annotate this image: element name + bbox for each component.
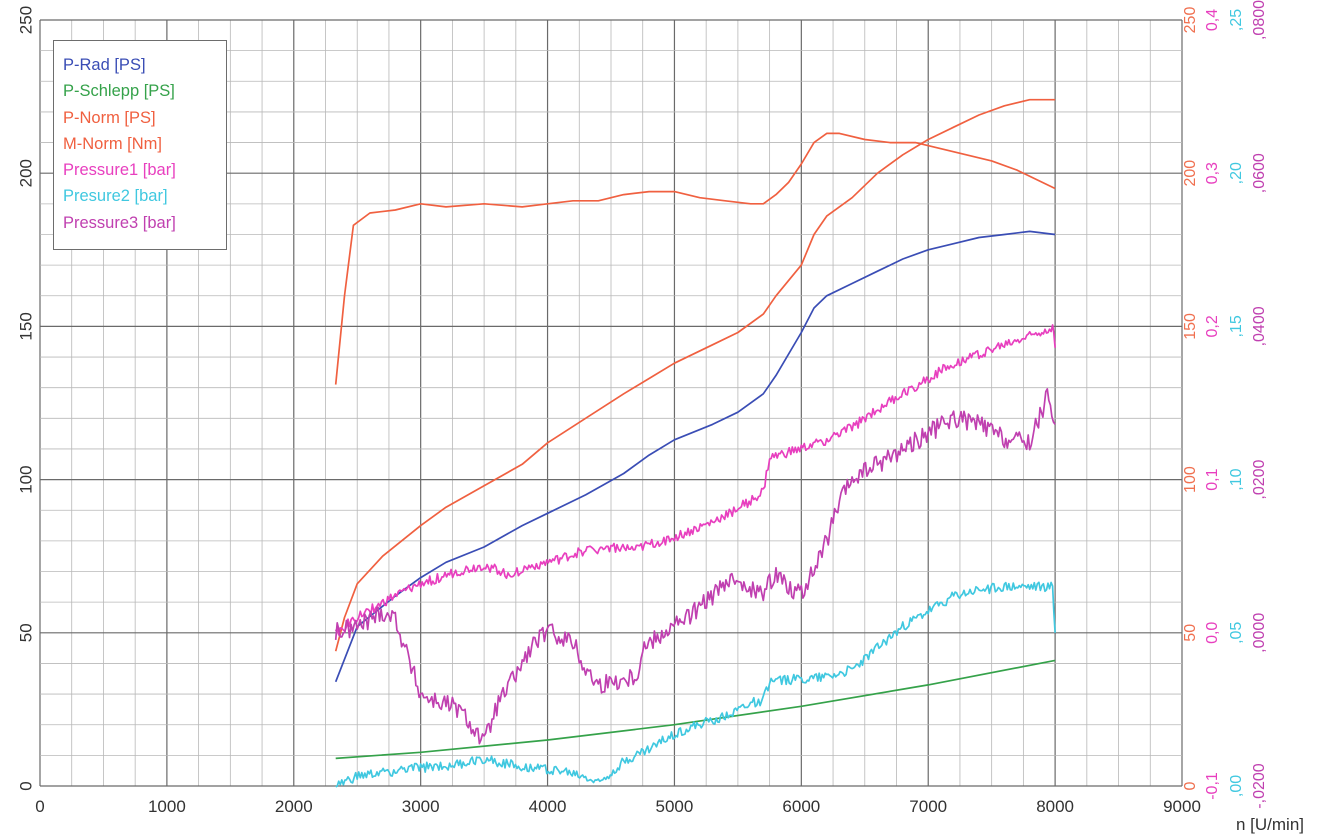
- legend-item: P-Schlepp [PS]: [63, 82, 175, 101]
- y-tick-label-left: 250: [16, 6, 35, 34]
- y-tick-label-right: ,0000: [1251, 613, 1268, 653]
- x-axis-label: n [U/min]: [1236, 815, 1304, 834]
- y-tick-label-right: ,20: [1228, 162, 1245, 184]
- y-tick-label-right: ,25: [1228, 9, 1245, 31]
- x-tick-label: 0: [35, 797, 44, 816]
- y-tick-label-right: 200: [1182, 160, 1199, 187]
- series-lines: [334, 98, 1056, 788]
- y-tick-labels-right: 0 50 100 150 200 250 -0,1 0,0 0,1 0,2 0,3 0,4 ,00 ,05…: [1182, 0, 1268, 809]
- y-tick-label-right: ,0200: [1251, 459, 1268, 499]
- y-tick-label-left: 150: [16, 312, 35, 340]
- y-tick-label-right: -0,1: [1204, 772, 1221, 800]
- y-tick-label-left: 50: [16, 623, 35, 642]
- y-tick-label-right: 150: [1182, 313, 1199, 340]
- y-tick-label-right: ,0600: [1251, 153, 1268, 193]
- x-tick-label: 3000: [402, 797, 440, 816]
- legend-item: M-Norm [Nm]: [63, 134, 162, 153]
- y-tick-label-right: ,0800: [1251, 0, 1268, 40]
- y-tick-label-right: 0: [1182, 781, 1199, 790]
- series-line: [334, 230, 1056, 683]
- y-tick-label-left: 100: [16, 465, 35, 493]
- x-tick-label: 9000: [1163, 797, 1201, 816]
- series-line: [334, 324, 1056, 636]
- series-line: [335, 581, 1056, 788]
- y-tick-label-left: 0: [16, 781, 35, 790]
- legend: P-Rad [PS] P-Schlepp [PS] P-Norm [PS] M-Nor…: [53, 40, 227, 250]
- x-tick-label: 5000: [656, 797, 694, 816]
- y-tick-label-right: 0,2: [1204, 315, 1221, 337]
- x-tick-label: 1000: [148, 797, 186, 816]
- y-tick-label-right: 0,4: [1204, 9, 1221, 31]
- y-tick-label-right: 0,1: [1204, 468, 1221, 490]
- y-tick-labels-left: 0 50 100 150 200 250: [16, 6, 35, 791]
- x-tick-label: 8000: [1036, 797, 1074, 816]
- y-tick-label-right: ,00: [1228, 775, 1245, 797]
- legend-item: P-Rad [PS]: [63, 56, 146, 74]
- y-tick-label-right: 100: [1182, 466, 1199, 493]
- x-tick-label: 2000: [275, 797, 313, 816]
- y-tick-label-left: 200: [16, 159, 35, 187]
- y-tick-label-right: 50: [1182, 624, 1199, 642]
- y-tick-label-right: ,05: [1228, 622, 1245, 644]
- y-tick-label-right: -,0200: [1251, 763, 1268, 808]
- legend-item: Pressure1 [bar]: [63, 161, 176, 180]
- y-tick-label-right: ,10: [1228, 468, 1245, 490]
- y-tick-label-right: ,0400: [1251, 306, 1268, 346]
- legend-item: P-Norm [PS]: [63, 108, 156, 127]
- x-tick-labels: 0 1000 2000 3000 4000 5000 6000 7000 8000 9000: [35, 797, 1201, 816]
- y-tick-label-right: ,15: [1228, 315, 1245, 337]
- y-tick-label-right: 0,0: [1204, 622, 1221, 644]
- y-tick-label-right: 250: [1182, 7, 1199, 34]
- series-line: [334, 388, 1056, 745]
- series-line: [334, 98, 1056, 652]
- y-tick-label-right: 0,3: [1204, 162, 1221, 184]
- series-line: [334, 132, 1056, 385]
- x-tick-label: 4000: [529, 797, 567, 816]
- series-line: [335, 659, 1056, 760]
- legend-item: Pressure3 [bar]: [63, 213, 176, 232]
- x-tick-label: 6000: [782, 797, 820, 816]
- x-tick-label: 7000: [909, 797, 947, 816]
- legend-item: Presure2 [bar]: [63, 187, 168, 206]
